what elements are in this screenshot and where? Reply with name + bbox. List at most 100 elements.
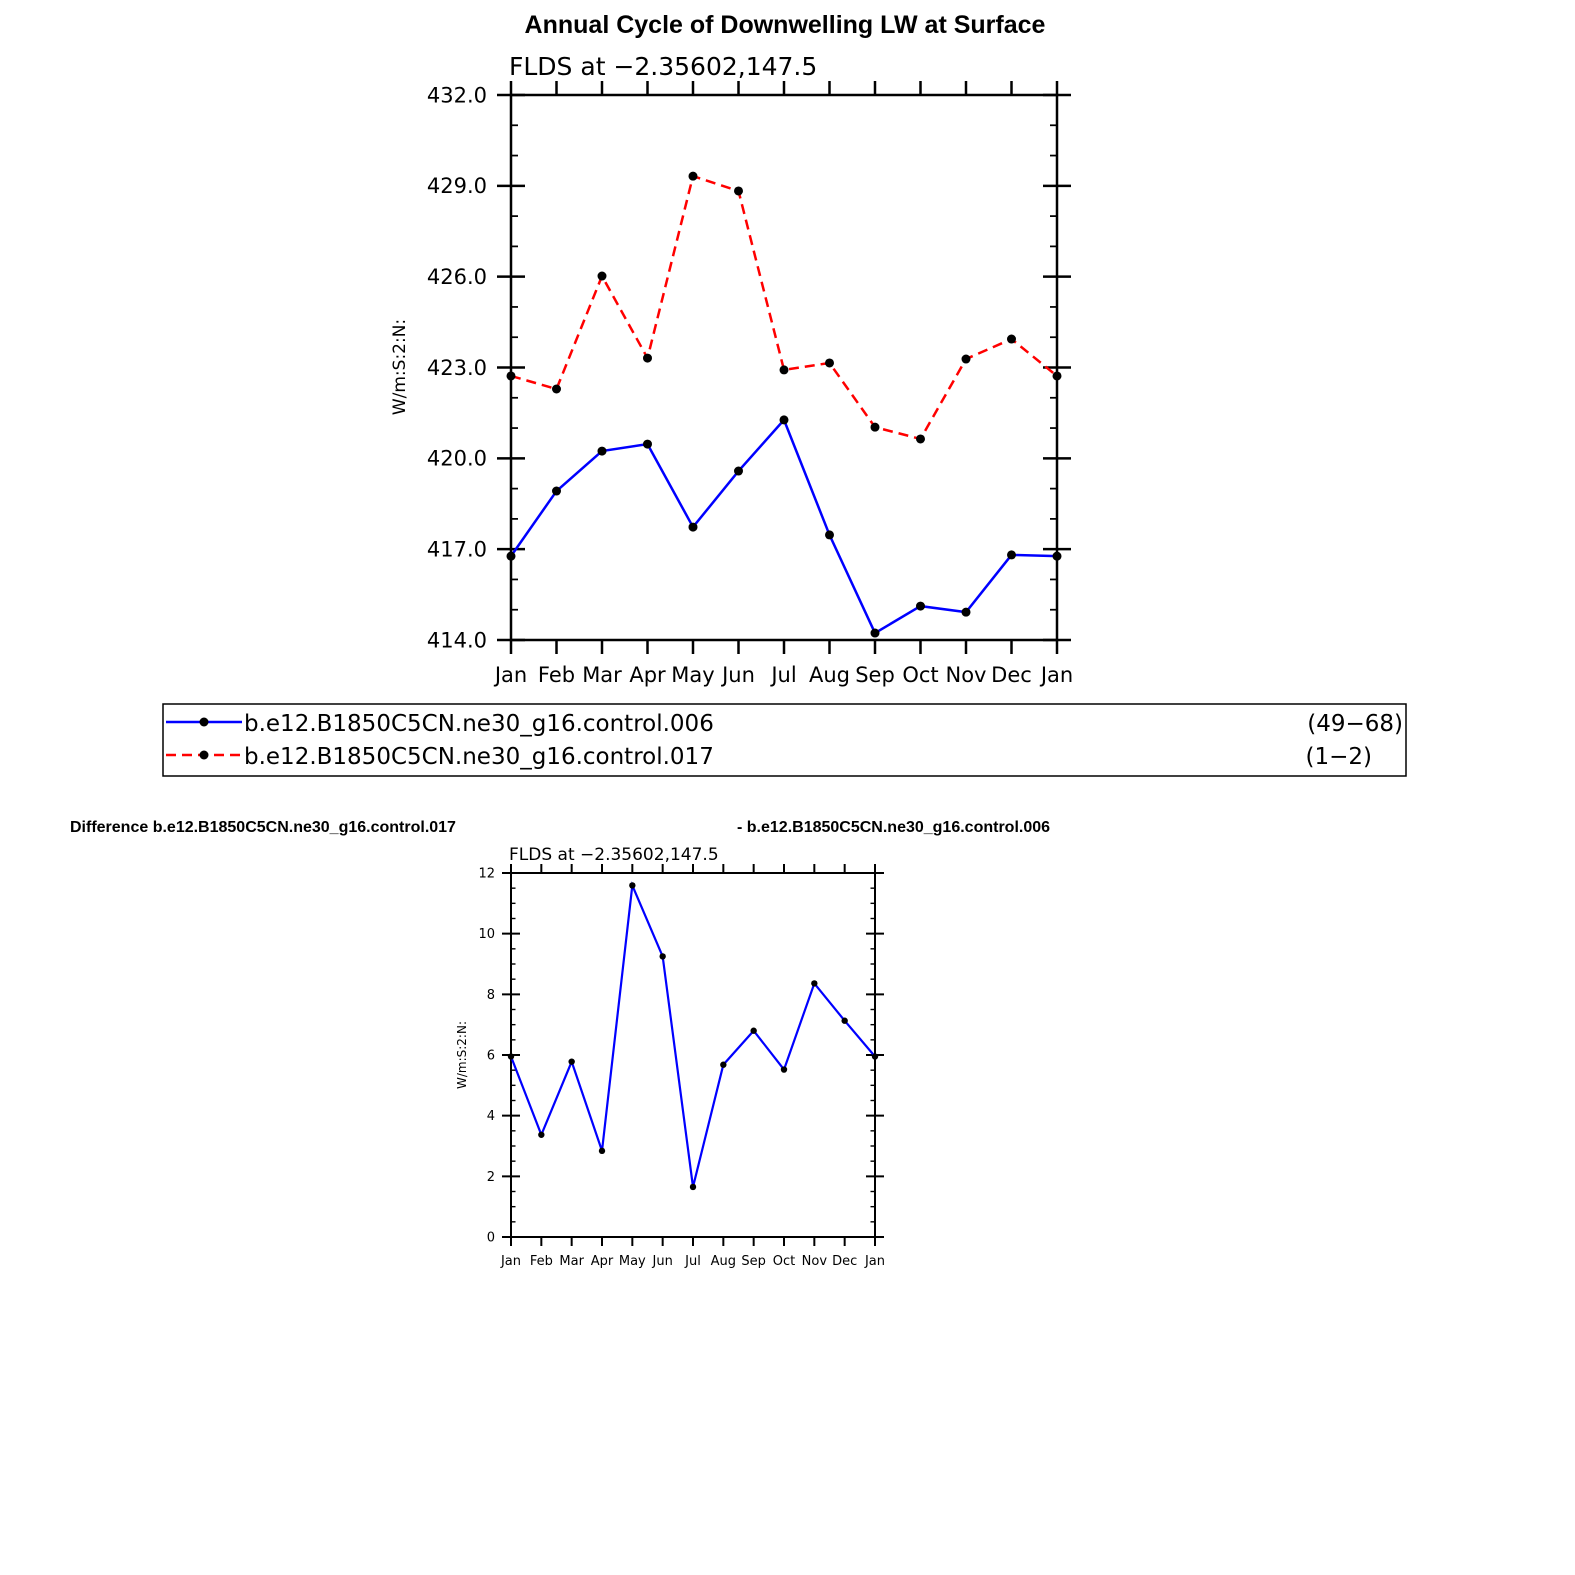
y-tick-label: 10	[478, 927, 495, 942]
data-point	[568, 1058, 575, 1065]
x-tick-label: Jan	[500, 1254, 521, 1269]
data-point	[779, 415, 789, 425]
y-tick-label: 426.0	[427, 265, 487, 289]
data-point	[1007, 550, 1016, 560]
data-point	[1052, 371, 1062, 381]
x-tick-label: Aug	[809, 663, 850, 687]
x-tick-label: Jan	[493, 663, 527, 687]
y-tick-label: 8	[487, 988, 495, 1003]
data-point	[689, 1183, 697, 1191]
data-point	[643, 353, 652, 363]
top-chart: Jan Feb Mar Apr May Jun Jul Aug Sep Oct Nov Dec Jan4…	[427, 81, 1073, 687]
y-tick-label: 432.0	[427, 83, 487, 107]
data-point	[1052, 551, 1062, 561]
bottom-chart-subtitle: FLDS at −2.35602,147.5	[509, 845, 719, 865]
x-tick-label: Feb	[538, 663, 575, 687]
data-point	[811, 980, 818, 987]
legend: b.e12.B1850C5CN.ne30_g16.control.006 (49…	[162, 703, 1407, 777]
x-tick-label: Sep	[741, 1254, 766, 1269]
y-tick-label: 2	[487, 1170, 495, 1185]
legend-marker-1	[199, 750, 209, 760]
bottom-chart-ylabel: W/m:S:2:N:	[455, 1021, 469, 1089]
x-tick-label: Apr	[629, 663, 666, 687]
legend-label-0: b.e12.B1850C5CN.ne30_g16.control.006	[244, 711, 714, 737]
data-point	[597, 446, 607, 456]
data-point	[1007, 334, 1016, 344]
data-point	[779, 365, 789, 375]
x-tick-label: Jun	[720, 663, 755, 687]
x-tick-label: Nov	[802, 1254, 828, 1269]
x-tick-label: May	[619, 1254, 646, 1269]
y-tick-label: 423.0	[427, 356, 487, 380]
legend-years-1: (1−2)	[1306, 744, 1372, 770]
x-tick-label: Aug	[711, 1254, 736, 1269]
data-point	[659, 953, 666, 960]
data-point	[750, 1027, 757, 1034]
data-point	[841, 1017, 848, 1024]
legend-label-1: b.e12.B1850C5CN.ne30_g16.control.017	[244, 744, 714, 770]
y-tick-label: 4	[487, 1109, 495, 1124]
data-point	[961, 354, 971, 364]
data-point	[734, 466, 743, 476]
data-point	[506, 371, 516, 381]
data-point	[506, 551, 516, 561]
data-point	[825, 530, 834, 540]
bottom-chart-title-right: - b.e12.B1850C5CN.ne30_g16.control.006	[737, 819, 1050, 836]
legend-marker-0	[199, 717, 209, 727]
y-tick-label: 12	[478, 867, 495, 882]
data-point	[916, 434, 925, 444]
x-tick-label: Jul	[684, 1254, 701, 1269]
y-tick-label: 6	[487, 1049, 495, 1064]
series-line-0	[509, 881, 876, 1188]
data-point	[688, 522, 698, 532]
data-point	[870, 628, 880, 638]
x-tick-label: Apr	[591, 1254, 614, 1269]
x-tick-label: Jan	[864, 1254, 885, 1269]
x-tick-label: Oct	[902, 663, 938, 687]
x-tick-label: Mar	[559, 1254, 584, 1269]
series-line-1	[510, 174, 1058, 441]
data-point	[552, 486, 561, 496]
top-chart-subtitle: FLDS at −2.35602,147.5	[509, 52, 817, 81]
x-tick-label: Jan	[1039, 663, 1073, 687]
data-point	[871, 1053, 879, 1060]
y-tick-label: 0	[487, 1231, 495, 1246]
x-tick-label: Sep	[855, 663, 895, 687]
data-point	[780, 1066, 788, 1073]
data-point	[961, 607, 971, 617]
top-chart-title: Annual Cycle of Downwelling LW at Surfac…	[525, 11, 1046, 39]
data-point	[598, 1147, 606, 1155]
x-tick-label: Feb	[530, 1254, 553, 1269]
y-tick-label: 420.0	[427, 447, 487, 471]
data-point	[720, 1061, 727, 1068]
data-point	[916, 601, 925, 611]
data-point	[629, 882, 636, 889]
data-point	[870, 422, 880, 432]
data-point	[643, 439, 652, 449]
data-point	[825, 358, 834, 368]
bottom-chart: Jan Feb Mar Apr May Jun Jul Aug Sep Oct Nov Dec Jan 0…	[478, 864, 885, 1269]
x-tick-label: Dec	[991, 663, 1032, 687]
data-point	[734, 186, 743, 196]
x-tick-label: Jun	[652, 1254, 673, 1269]
data-point	[688, 171, 698, 181]
x-tick-label: Mar	[582, 663, 622, 687]
legend-box	[162, 703, 1407, 777]
y-tick-label: 417.0	[427, 538, 487, 562]
top-chart-ylabel: W/m:S:2:N:	[390, 319, 410, 415]
x-tick-label: Dec	[832, 1254, 857, 1269]
data-point	[552, 384, 561, 394]
data-point	[507, 1053, 515, 1060]
x-tick-label: May	[671, 663, 714, 687]
x-tick-label: Oct	[773, 1254, 795, 1269]
y-tick-label: 414.0	[427, 628, 487, 652]
data-point	[538, 1131, 545, 1138]
legend-years-0: (49−68)	[1307, 711, 1403, 737]
bottom-chart-title-left: Difference b.e12.B1850C5CN.ne30_g16.cont…	[70, 819, 456, 836]
x-tick-label: Jul	[769, 663, 796, 687]
y-tick-label: 429.0	[427, 174, 487, 198]
x-tick-label: Nov	[946, 663, 987, 687]
data-point	[597, 271, 607, 281]
series-line-0	[509, 417, 1058, 635]
